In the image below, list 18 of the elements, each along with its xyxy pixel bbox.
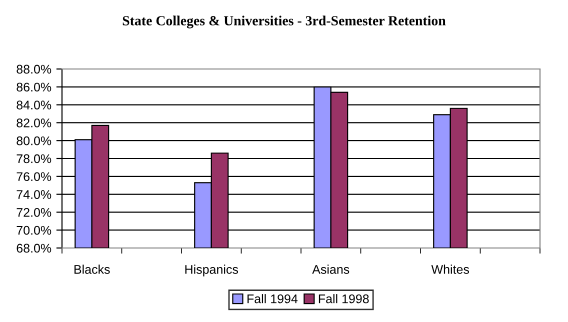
y-tick-label: 74.0% xyxy=(16,190,52,199)
legend-label: Fall 1994 xyxy=(248,294,298,304)
y-tick-label: 76.0% xyxy=(16,172,52,182)
x-tick-label: Hispanics xyxy=(185,264,238,276)
y-tick-label: 82.0% xyxy=(16,118,52,128)
x-tick-label: Whites xyxy=(431,264,470,274)
y-tick-label: 70.0% xyxy=(16,226,52,235)
y-tick-label: 78.0% xyxy=(16,154,52,164)
legend-label: Fall 1998 xyxy=(318,294,369,304)
y-tick-label: 88.0% xyxy=(16,64,52,74)
x-tick-label: Blacks xyxy=(74,264,110,274)
y-tick-label: 68.0% xyxy=(16,244,52,253)
y-tick-label: 80.0% xyxy=(16,136,52,146)
y-tick-label: 84.0% xyxy=(16,100,52,110)
chart-title: State Colleges & Universities - 3rd-Semester Retention xyxy=(122,16,446,28)
x-tick-label: Asians xyxy=(312,264,350,274)
y-tick-label: 86.0% xyxy=(16,82,52,92)
y-tick-label: 72.0% xyxy=(16,208,52,217)
